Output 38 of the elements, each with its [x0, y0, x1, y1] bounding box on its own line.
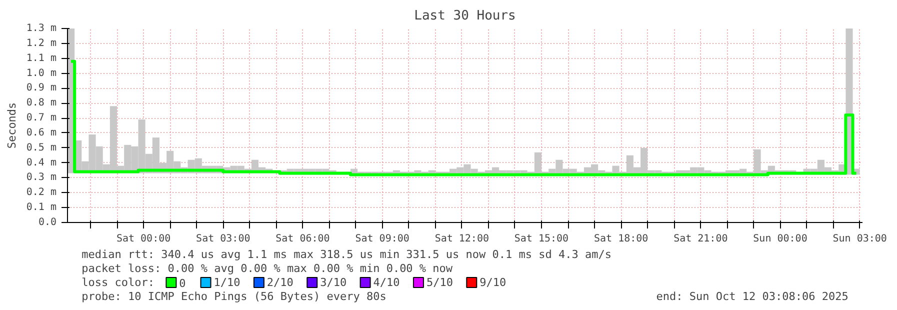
legend-title: loss color: — [82, 276, 155, 289]
x-tick-label: Sat 03:00 — [196, 234, 250, 244]
y-tick-label: 0.1 m — [26, 202, 57, 214]
legend-label: 0 — [179, 277, 186, 290]
y-tick-label: 1.3 m — [26, 23, 57, 34]
y-tick-label: 0.0 — [38, 217, 56, 228]
y-tick-label: 0.6 m — [26, 127, 57, 138]
y-tick-label: 1.2 m — [26, 38, 57, 49]
y-axis-title: Seconds — [5, 102, 18, 149]
legend-label: 5/10 — [426, 276, 453, 289]
y-tick-label: 0.7 m — [26, 112, 57, 124]
legend-label: 4/10 — [373, 276, 400, 289]
x-tick-label: Sat 15:00 — [514, 234, 569, 244]
legend-label: 9/10 — [480, 276, 506, 289]
y-tick-label: 0.8 m — [26, 98, 57, 109]
y-tick-label: 1.1 m — [26, 52, 57, 64]
x-tick-label: Sat 06:00 — [276, 234, 330, 244]
text: median rtt: 340.4 us avg 1.1 ms max 318.5 us min 331.5 us now 0.1 ms sd 4.3 am/s — [82, 248, 612, 261]
y-tick-label: 0.4 m — [26, 157, 57, 168]
y-tick-label: 0.9 m — [26, 82, 57, 94]
x-tick-label: Sun 03:00 — [832, 234, 887, 244]
chart-title: Last 30 Hours — [414, 8, 516, 24]
x-tick-label: Sun 00:00 — [753, 234, 808, 244]
text: probe: 10 ICMP Echo Pings (56 Bytes) every 80s — [82, 290, 386, 303]
legend-label: 1/10 — [214, 276, 240, 289]
text: end: Sun Oct 12 03:08:06 2025 — [656, 290, 848, 303]
x-tick-label: Sat 18:00 — [594, 234, 648, 244]
x-tick-label: Sat 21:00 — [674, 234, 728, 244]
y-tick-label: 0.5 m — [26, 142, 57, 154]
legend-label: 3/10 — [320, 276, 347, 289]
x-tick-label: Sat 09:00 — [355, 234, 410, 244]
x-tick-label: Sat 12:00 — [434, 234, 489, 244]
y-tick-label: 1.0 m — [26, 68, 57, 79]
x-tick-label: Sat 00:00 — [116, 234, 171, 244]
y-tick-label: 0.2 m — [26, 187, 57, 198]
text: packet loss: 0.00 % avg 0.00 % max 0.00 % min 0.00 % now — [82, 262, 453, 275]
y-tick-label: 0.3 m — [26, 172, 57, 184]
legend-label: 2/10 — [266, 276, 294, 289]
